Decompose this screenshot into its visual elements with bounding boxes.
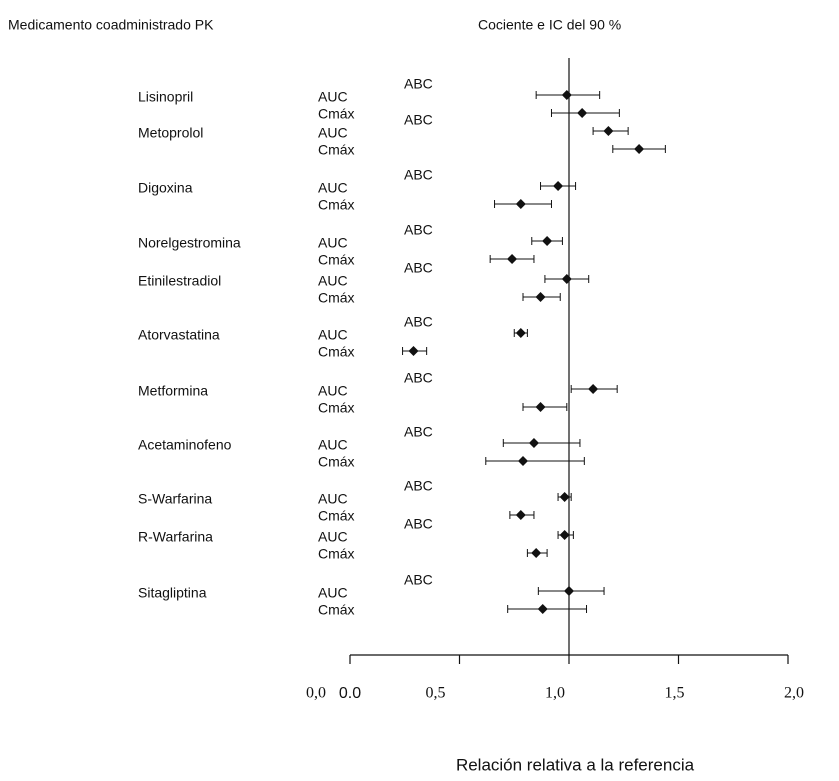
drug-label: Lisinopril xyxy=(138,89,193,105)
row-label: AUC xyxy=(318,125,348,141)
row-label: AUC xyxy=(318,529,348,545)
point xyxy=(528,438,539,448)
x-origin-label: 0.0 xyxy=(339,685,361,702)
point xyxy=(515,510,526,520)
drug-label: Etinilestradiol xyxy=(138,273,221,289)
drug-label: S-Warfarina xyxy=(138,491,212,507)
x-tick-label: 1,0 xyxy=(545,685,565,702)
row-label: AUC xyxy=(318,273,348,289)
point xyxy=(507,254,518,264)
row-label: Cmáx xyxy=(318,252,355,268)
row-label: AUC xyxy=(318,327,348,343)
annotation: ABC xyxy=(404,478,433,494)
row-label: AUC xyxy=(318,585,348,601)
annotation: ABC xyxy=(404,167,433,183)
drug-label: Norelgestromina xyxy=(138,235,241,251)
drug-label: Metformina xyxy=(138,383,208,399)
annotation: ABC xyxy=(404,222,433,238)
chart-subtitle: Cociente e IC del 90 % xyxy=(478,17,621,33)
point xyxy=(561,274,572,284)
drug-label: Metoprolol xyxy=(138,125,203,141)
x-tick-label: 0,0 xyxy=(306,685,326,702)
annotation: ABC xyxy=(404,260,433,276)
row-label: Cmáx xyxy=(318,106,355,122)
annotation: ABC xyxy=(404,516,433,532)
drug-label: Sitagliptina xyxy=(138,585,207,601)
point xyxy=(531,548,542,558)
row-label: AUC xyxy=(318,491,348,507)
row-label: AUC xyxy=(318,235,348,251)
x-axis-label: Relación relativa a la referencia xyxy=(456,755,695,774)
row-label: AUC xyxy=(318,180,348,196)
x-tick-label: 0,5 xyxy=(426,685,446,702)
annotation: ABC xyxy=(404,76,433,92)
row-label: Cmáx xyxy=(318,454,355,470)
row-label: Cmáx xyxy=(318,344,355,360)
row-label: Cmáx xyxy=(318,508,355,524)
point xyxy=(535,292,546,302)
point xyxy=(559,530,570,540)
point xyxy=(561,90,572,100)
row-label: Cmáx xyxy=(318,546,355,562)
annotation: ABC xyxy=(404,314,433,330)
point xyxy=(564,586,574,596)
point xyxy=(634,144,645,154)
point xyxy=(588,384,599,394)
row-label: AUC xyxy=(318,437,348,453)
point xyxy=(537,604,548,614)
point xyxy=(515,328,526,338)
x-tick-label: 2,0 xyxy=(784,685,804,702)
row-label: Cmáx xyxy=(318,602,355,618)
point xyxy=(577,108,588,118)
point xyxy=(515,199,526,209)
row-label: Cmáx xyxy=(318,142,355,158)
point xyxy=(603,126,614,136)
point xyxy=(518,456,529,466)
row-label: Cmáx xyxy=(318,197,355,213)
drug-label: R-Warfarina xyxy=(138,529,213,545)
x-tick-label: 1,5 xyxy=(665,685,685,702)
drug-label: Atorvastatina xyxy=(138,327,220,343)
drug-label: Digoxina xyxy=(138,180,193,196)
annotation: ABC xyxy=(404,370,433,386)
point xyxy=(408,346,419,356)
point xyxy=(553,181,564,191)
point xyxy=(559,492,570,502)
annotation: ABC xyxy=(404,112,433,128)
row-label: Cmáx xyxy=(318,290,355,306)
chart-title: Medicamento coadministrado PK xyxy=(8,17,214,33)
annotation: ABC xyxy=(404,424,433,440)
annotation: ABC xyxy=(404,572,433,588)
point xyxy=(535,402,546,412)
point xyxy=(542,236,553,246)
row-label: Cmáx xyxy=(318,400,355,416)
drug-label: Acetaminofeno xyxy=(138,437,232,453)
row-label: AUC xyxy=(318,89,348,105)
row-label: AUC xyxy=(318,383,348,399)
